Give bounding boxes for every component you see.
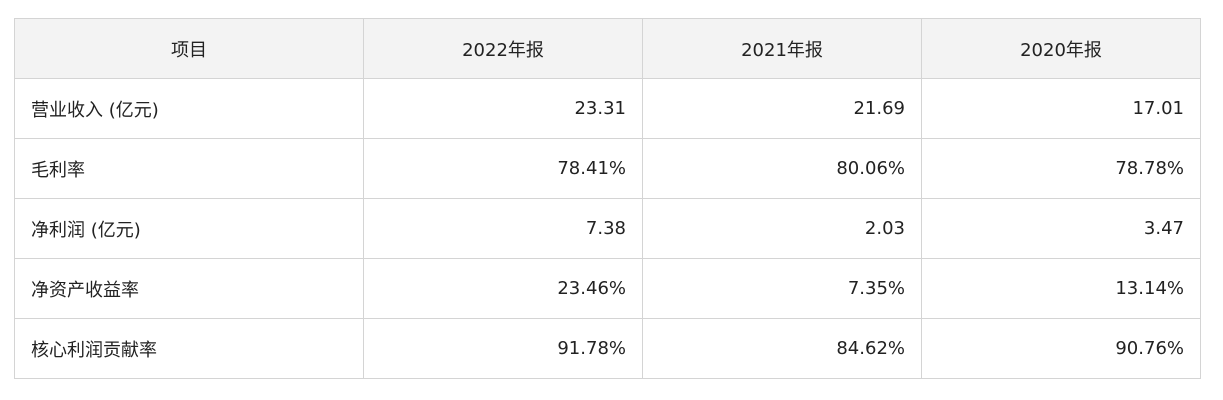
- table-body: 营业收入 (亿元) 23.31 21.69 17.01 毛利率 78.41% 80.06% 7…: [14, 78, 1201, 379]
- header-row: 项目 2022年报 2021年报 2020年报: [14, 18, 1201, 79]
- header-cell: 2020年报: [921, 18, 1201, 79]
- row-label: 核心利润贡献率: [14, 318, 364, 379]
- value-cell: 13.14%: [921, 258, 1201, 319]
- value-cell: 23.31: [363, 78, 643, 139]
- row-label: 净利润 (亿元): [14, 198, 364, 259]
- value-cell: 17.01: [921, 78, 1201, 139]
- table-row: 营业收入 (亿元) 23.31 21.69 17.01: [14, 78, 1201, 139]
- row-label: 营业收入 (亿元): [14, 78, 364, 139]
- row-label: 毛利率: [14, 138, 364, 199]
- header-cell: 项目: [14, 18, 364, 79]
- value-cell: 80.06%: [642, 138, 922, 199]
- row-label: 净资产收益率: [14, 258, 364, 319]
- table-head: 项目 2022年报 2021年报 2020年报: [14, 18, 1201, 79]
- value-cell: 2.03: [642, 198, 922, 259]
- table-row: 净资产收益率 23.46% 7.35% 13.14%: [14, 258, 1201, 319]
- table-container: 项目 2022年报 2021年报 2020年报 营业收入 (亿元) 23.31 21.69…: [14, 18, 1201, 379]
- value-cell: 84.62%: [642, 318, 922, 379]
- value-cell: 3.47: [921, 198, 1201, 259]
- financial-table: 项目 2022年报 2021年报 2020年报 营业收入 (亿元) 23.31 21.69…: [14, 18, 1201, 379]
- value-cell: 21.69: [642, 78, 922, 139]
- header-cell: 2021年报: [642, 18, 922, 79]
- value-cell: 91.78%: [363, 318, 643, 379]
- value-cell: 78.41%: [363, 138, 643, 199]
- table-row: 核心利润贡献率 91.78% 84.62% 90.76%: [14, 318, 1201, 379]
- value-cell: 7.38: [363, 198, 643, 259]
- header-cell: 2022年报: [363, 18, 643, 79]
- table-row: 净利润 (亿元) 7.38 2.03 3.47: [14, 198, 1201, 259]
- value-cell: 90.76%: [921, 318, 1201, 379]
- value-cell: 23.46%: [363, 258, 643, 319]
- value-cell: 7.35%: [642, 258, 922, 319]
- value-cell: 78.78%: [921, 138, 1201, 199]
- table-row: 毛利率 78.41% 80.06% 78.78%: [14, 138, 1201, 199]
